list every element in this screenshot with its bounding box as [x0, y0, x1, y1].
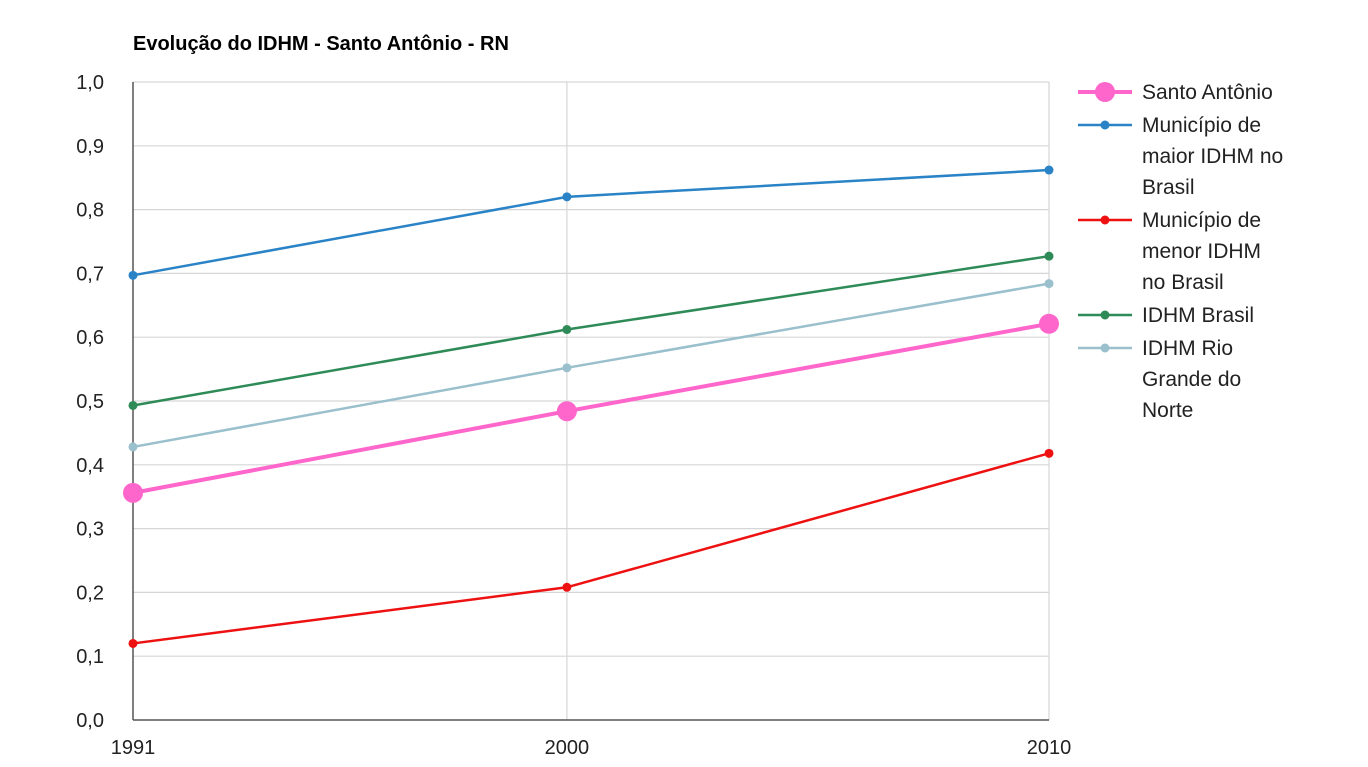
series-line — [132, 282, 1050, 449]
data-point — [1044, 448, 1054, 458]
data-point — [1039, 313, 1059, 334]
x-tick-label: 2000 — [545, 737, 590, 759]
data-point — [128, 638, 138, 648]
legend-label: Município de — [1142, 114, 1261, 137]
legend-label: Santo Antônio — [1142, 81, 1273, 104]
legend-label: maior IDHM no — [1142, 145, 1283, 168]
y-tick-label: 0,5 — [76, 391, 104, 413]
legend-label: no Brasil — [1142, 271, 1224, 294]
axes: 0,0 0,1 0,2 0,3 0,4 0,5 0,6 0,7 0,8 0,9 1,0 1991 200… — [76, 72, 1071, 759]
data-point — [1044, 251, 1054, 261]
y-tick-label: 0,8 — [76, 200, 104, 222]
series-4 — [128, 279, 1054, 452]
legend-item: Município de maior IDHM no Brasil — [1078, 114, 1283, 199]
chart-title: Evolução do IDHM - Santo Antônio - RN — [133, 33, 509, 55]
series-3 — [128, 251, 1054, 410]
legend-item: IDHM Rio Grande do Norte — [1078, 337, 1241, 422]
legend-swatch-marker — [1100, 120, 1110, 130]
series-line — [132, 452, 1050, 645]
y-tick-label: 0,7 — [76, 263, 104, 285]
grid — [133, 81, 1050, 720]
legend-label: IDHM Brasil — [1142, 304, 1254, 327]
data-point — [128, 442, 138, 452]
data-point — [562, 192, 572, 202]
y-tick-label: 0,3 — [76, 519, 104, 541]
legend: Santo Antônio Município de maior IDHM no Br… — [1078, 81, 1283, 422]
series-line — [132, 168, 1050, 277]
data-point — [562, 363, 572, 373]
data-point — [556, 401, 577, 422]
legend-swatch-marker — [1100, 215, 1110, 225]
legend-label: Norte — [1142, 399, 1193, 422]
legend-label: IDHM Rio — [1142, 337, 1233, 360]
x-tick-label: 2010 — [1027, 737, 1072, 759]
legend-item: Santo Antônio — [1078, 81, 1273, 104]
y-tick-label: 0,9 — [76, 136, 104, 158]
legend-swatch-marker — [1100, 343, 1110, 353]
legend-item: Município de menor IDHM no Brasil — [1078, 209, 1261, 294]
series-lines — [123, 165, 1059, 648]
series-line — [132, 254, 1050, 407]
legend-label: Município de — [1142, 209, 1261, 232]
legend-item: IDHM Brasil — [1078, 304, 1254, 327]
data-point — [562, 325, 572, 335]
x-tick-label: 1991 — [111, 737, 156, 759]
legend-label: Brasil — [1142, 176, 1195, 199]
data-point — [1044, 279, 1054, 289]
series-line — [132, 321, 1050, 495]
y-tick-label: 0,1 — [76, 646, 104, 668]
legend-label: menor IDHM — [1142, 240, 1261, 263]
y-tick-label: 0,2 — [76, 582, 104, 604]
legend-swatch-marker — [1095, 82, 1115, 102]
legend-label: Grande do — [1142, 368, 1241, 391]
data-point — [1044, 165, 1054, 175]
legend-swatch-marker — [1100, 310, 1110, 320]
y-tick-label: 0,0 — [76, 710, 104, 732]
y-tick-label: 0,4 — [76, 455, 104, 477]
y-tick-label: 0,6 — [76, 327, 104, 349]
data-point — [123, 482, 143, 503]
data-point — [562, 582, 572, 592]
series-1 — [128, 165, 1054, 280]
y-tick-label: 1,0 — [76, 72, 104, 94]
series-2 — [128, 448, 1054, 648]
series-0 — [123, 313, 1059, 503]
data-point — [128, 270, 138, 280]
data-point — [128, 400, 138, 410]
